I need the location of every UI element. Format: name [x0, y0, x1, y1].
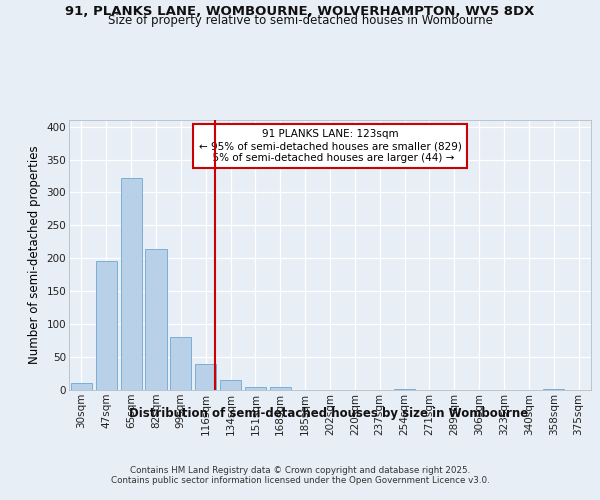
Text: 91, PLANKS LANE, WOMBOURNE, WOLVERHAMPTON, WV5 8DX: 91, PLANKS LANE, WOMBOURNE, WOLVERHAMPTO… [65, 5, 535, 18]
Bar [195, 364, 216, 390]
Bar [145, 249, 167, 390]
Text: Distribution of semi-detached houses by size in Wombourne: Distribution of semi-detached houses by … [129, 408, 529, 420]
Bar [270, 386, 291, 390]
Bar [245, 386, 266, 390]
Bar [170, 338, 191, 390]
Bar [543, 388, 564, 390]
Bar [121, 178, 142, 390]
Bar [71, 384, 92, 390]
Bar [96, 261, 117, 390]
Y-axis label: Number of semi-detached properties: Number of semi-detached properties [28, 146, 41, 364]
Text: Size of property relative to semi-detached houses in Wombourne: Size of property relative to semi-detach… [107, 14, 493, 27]
Bar [220, 380, 241, 390]
Text: Contains HM Land Registry data © Crown copyright and database right 2025.: Contains HM Land Registry data © Crown c… [130, 466, 470, 475]
Text: Contains public sector information licensed under the Open Government Licence v3: Contains public sector information licen… [110, 476, 490, 485]
Text: 91 PLANKS LANE: 123sqm
← 95% of semi-detached houses are smaller (829)
  5% of s: 91 PLANKS LANE: 123sqm ← 95% of semi-det… [199, 130, 461, 162]
